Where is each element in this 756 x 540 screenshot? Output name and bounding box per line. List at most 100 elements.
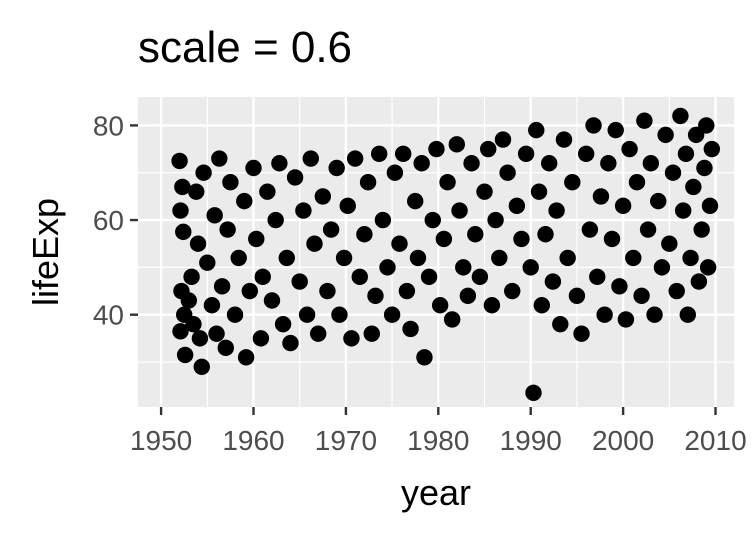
data-point (351, 268, 368, 286)
data-point (685, 178, 702, 196)
data-point (367, 287, 384, 304)
data-point (679, 306, 696, 323)
data-point (391, 235, 408, 252)
x-tick-label: 1950 (130, 425, 192, 456)
data-point (309, 325, 327, 342)
data-point (431, 297, 449, 314)
data-point (701, 197, 719, 215)
data-point (480, 140, 497, 158)
data-point (522, 259, 539, 276)
data-point (552, 315, 569, 333)
data-point (398, 282, 416, 300)
data-point (282, 334, 299, 352)
x-tick-label: 1960 (222, 425, 284, 456)
data-point (286, 169, 304, 186)
x-tick-label: 1970 (315, 425, 377, 456)
data-point (455, 259, 472, 276)
data-point (625, 249, 642, 267)
data-point (525, 384, 542, 402)
data-point (409, 249, 427, 267)
data-point (621, 140, 638, 158)
data-point (213, 278, 231, 295)
data-point (241, 282, 259, 300)
data-point (564, 173, 581, 191)
data-point (513, 230, 530, 248)
data-point (699, 259, 717, 276)
data-point (180, 292, 198, 309)
data-point (172, 202, 189, 219)
data-point (533, 297, 551, 314)
data-point (379, 259, 396, 276)
data-point (703, 140, 721, 158)
data-point (682, 249, 699, 267)
data-point (548, 202, 565, 219)
data-point (188, 183, 205, 200)
x-tick-label: 2010 (684, 425, 746, 456)
data-point (237, 349, 255, 366)
data-point (636, 112, 653, 129)
data-point (537, 226, 554, 243)
data-point (416, 349, 433, 366)
x-axis: 1950 1960 1970 1980 1990 2000 2010 (130, 407, 747, 456)
data-point (211, 150, 228, 167)
data-point (577, 145, 595, 162)
data-point (668, 282, 685, 300)
data-point (568, 287, 586, 304)
x-axis-title: year (401, 472, 471, 513)
data-point (322, 221, 340, 238)
data-point (252, 330, 270, 347)
x-tick-label: 1990 (500, 425, 562, 456)
data-point (540, 155, 558, 172)
data-point (642, 155, 660, 172)
data-point (219, 221, 236, 238)
data-point (208, 325, 225, 342)
data-point (420, 268, 438, 286)
data-point (435, 230, 453, 248)
data-point (370, 145, 388, 162)
data-point (171, 152, 188, 170)
data-point (463, 155, 480, 172)
data-point (693, 221, 710, 238)
data-point (236, 192, 253, 210)
data-point (674, 202, 692, 219)
data-point (174, 178, 191, 196)
data-point (698, 117, 715, 134)
data-point (259, 183, 276, 200)
data-point (402, 320, 419, 338)
data-point (319, 282, 336, 300)
data-point (443, 311, 461, 328)
data-point (254, 268, 271, 286)
data-point (314, 188, 332, 205)
y-tick-label: 80 (93, 110, 124, 141)
x-tick-label: 1980 (407, 425, 469, 456)
data-point (544, 273, 562, 290)
data-point (471, 268, 489, 286)
data-point (245, 159, 262, 177)
data-point (607, 121, 624, 139)
data-point (203, 297, 221, 314)
data-point (267, 211, 284, 229)
data-point (596, 306, 613, 323)
data-point (494, 131, 512, 148)
data-point (581, 221, 599, 238)
data-point (394, 145, 412, 162)
data-point (424, 211, 441, 229)
data-point (487, 211, 504, 229)
data-point (633, 287, 650, 304)
data-point (508, 197, 526, 215)
data-point (230, 249, 247, 267)
data-point (504, 282, 521, 300)
data-point (185, 315, 202, 333)
data-point (407, 192, 424, 210)
data-point (664, 164, 682, 181)
data-point (559, 249, 576, 267)
data-point (603, 230, 621, 248)
data-point (528, 121, 545, 139)
data-point (413, 155, 430, 172)
data-point (448, 136, 465, 153)
data-point (611, 278, 628, 295)
data-point (295, 202, 312, 219)
data-point (585, 117, 602, 134)
data-point (617, 311, 635, 328)
data-point (248, 230, 265, 248)
